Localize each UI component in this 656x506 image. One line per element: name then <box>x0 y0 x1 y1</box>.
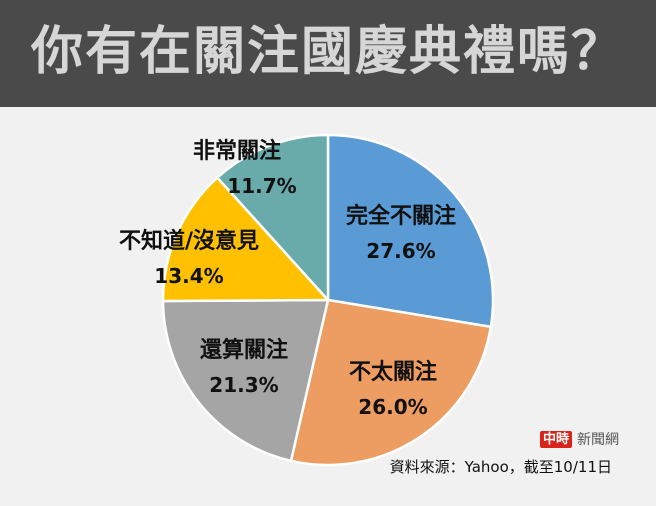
logo-text: 新聞網 <box>577 432 620 448</box>
pie-slice <box>326 133 495 329</box>
slice-label-very-much: 非常關注 11.7% <box>192 139 297 198</box>
pie-slice <box>216 133 330 302</box>
pie-slice <box>289 298 493 467</box>
slice-label-somewhat: 還算關注 21.3% <box>199 338 289 397</box>
pie-slice <box>161 298 330 463</box>
header-banner: 你有在關注國慶典禮嗎？ <box>0 0 656 107</box>
source-note: 資料來源：Yahoo，截至10/11日 <box>389 458 612 476</box>
chart-title: 你有在關注國慶典禮嗎？ <box>30 21 625 82</box>
slice-label-not-at-all: 完全不關注 27.6% <box>345 204 457 263</box>
logo-mark: 中時 <box>540 430 573 448</box>
slice-label-not-much: 不太關注 26.0% <box>348 360 438 419</box>
slice-label-no-opinion: 不知道/沒意見 13.4% <box>118 229 260 288</box>
pie-slice <box>161 176 330 303</box>
china-times-logo: 中時 新聞網 <box>540 429 619 449</box>
